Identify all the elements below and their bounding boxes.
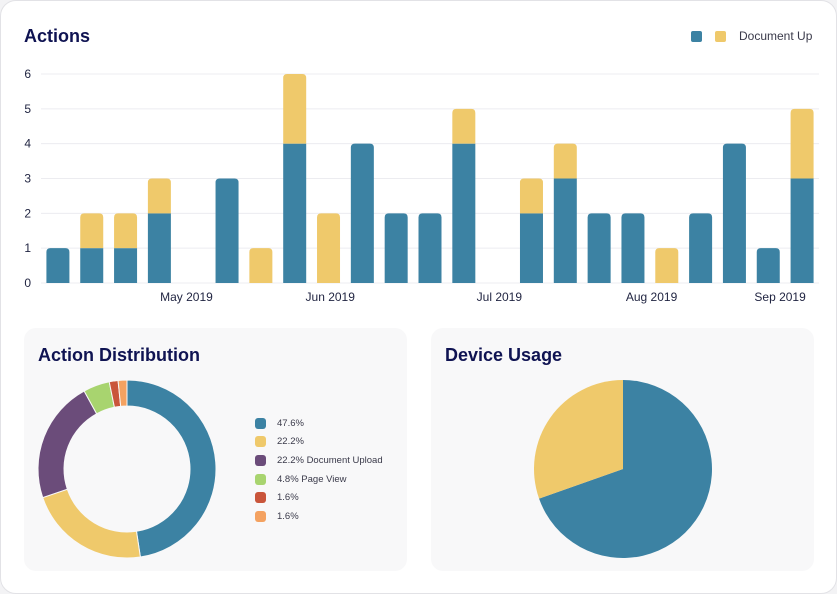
legend-item-label: 4.8% Page View [277, 473, 347, 485]
bar-segment [80, 248, 104, 283]
bar-segment [418, 213, 442, 283]
y-tick-label: 2 [24, 206, 31, 220]
device-usage-panel: Device Usage [431, 328, 814, 571]
actions-bar-chart: 0 1 2 3 4 5 6 May 2019 Jun 2019 Jul 2019 Aug 2019 S… [24, 67, 819, 304]
bar-segment [283, 143, 307, 283]
bar-segment [587, 213, 611, 283]
donut-slice [126, 379, 217, 558]
bar-segment [384, 213, 408, 283]
legend-item[interactable]: 22.2% Document Upload [255, 451, 383, 470]
legend-item-label: 1.6% [277, 492, 299, 504]
bar-segment [46, 248, 70, 283]
bar-segment [621, 213, 645, 283]
legend-item[interactable]: 4.8% Page View [255, 470, 383, 489]
bar-segment [452, 143, 476, 283]
legend-swatch [255, 473, 266, 485]
y-tick-label: 1 [24, 241, 31, 255]
legend-swatch [255, 510, 266, 522]
donut-slice [117, 379, 128, 407]
bar-segment [114, 213, 138, 249]
device-usage-title: Device Usage [445, 345, 563, 365]
action-distribution-panel: Action Distribution 47.6% 22.2% 22.2% Do… [24, 328, 407, 571]
x-tick-label: Jul 2019 [477, 290, 523, 304]
device-usage-pie [534, 380, 712, 558]
y-tick-label: 4 [24, 137, 31, 151]
donut-slice [37, 390, 98, 499]
bar-segment [114, 248, 138, 283]
pie-slice [539, 380, 712, 558]
legend-swatch [255, 454, 266, 466]
bar-segment [317, 213, 341, 283]
legend-item[interactable]: 1.6% [255, 507, 383, 526]
bar-segment [283, 74, 307, 144]
legend-item-label: 22.2% Document Upload [277, 454, 383, 466]
actions-legend: Document Up [691, 29, 812, 43]
legend-item-label: 22.2% [277, 436, 304, 448]
legend-item[interactable]: 47.6% [255, 414, 383, 433]
y-tick-label: 0 [24, 276, 31, 290]
bar-segment [790, 108, 814, 179]
bar-segment [553, 178, 577, 283]
bar-segment [249, 248, 273, 283]
legend-item[interactable]: 22.2% [255, 433, 383, 452]
actions-title: Actions [24, 26, 91, 46]
legend-item[interactable]: 1.6% [255, 488, 383, 507]
bar-segment [215, 178, 239, 283]
x-tick-label: Sep 2019 [754, 290, 806, 304]
legend-item-label: 1.6% [277, 510, 299, 522]
y-tick-label: 6 [24, 67, 31, 81]
bar-segment [756, 248, 780, 283]
legend-swatch-teal[interactable] [691, 30, 702, 42]
action-distribution-title: Action Distribution [38, 345, 200, 365]
bar-segment [452, 108, 476, 144]
legend-swatch [255, 436, 266, 448]
legend-swatch-yellow[interactable] [715, 30, 726, 42]
action-distribution-donut [37, 379, 217, 559]
bar-segment [689, 213, 713, 283]
donut-slice [42, 488, 141, 559]
bar-segment [655, 248, 679, 283]
bar-segment [80, 213, 104, 249]
y-tick-label: 3 [24, 172, 31, 186]
bar-segment [147, 178, 171, 214]
bar-segment [147, 213, 171, 283]
bar-segment [722, 143, 746, 283]
legend-label-document-upload[interactable]: Document Up [739, 29, 813, 43]
x-tick-label: Jun 2019 [306, 290, 356, 304]
bar-segment [553, 143, 577, 179]
y-tick-label: 5 [24, 102, 31, 116]
bar-segment [519, 213, 543, 283]
x-tick-label: May 2019 [160, 290, 213, 304]
bar-segment [790, 178, 814, 283]
action-distribution-legend: 47.6% 22.2% 22.2% Document Upload 4.8% P… [255, 414, 383, 526]
legend-item-label: 47.6% [277, 417, 304, 429]
bar-segment [519, 178, 543, 214]
legend-swatch [255, 417, 266, 429]
x-tick-label: Aug 2019 [626, 290, 678, 304]
legend-swatch [255, 492, 266, 504]
pie-slice [534, 380, 623, 499]
bar-segment [350, 143, 374, 283]
